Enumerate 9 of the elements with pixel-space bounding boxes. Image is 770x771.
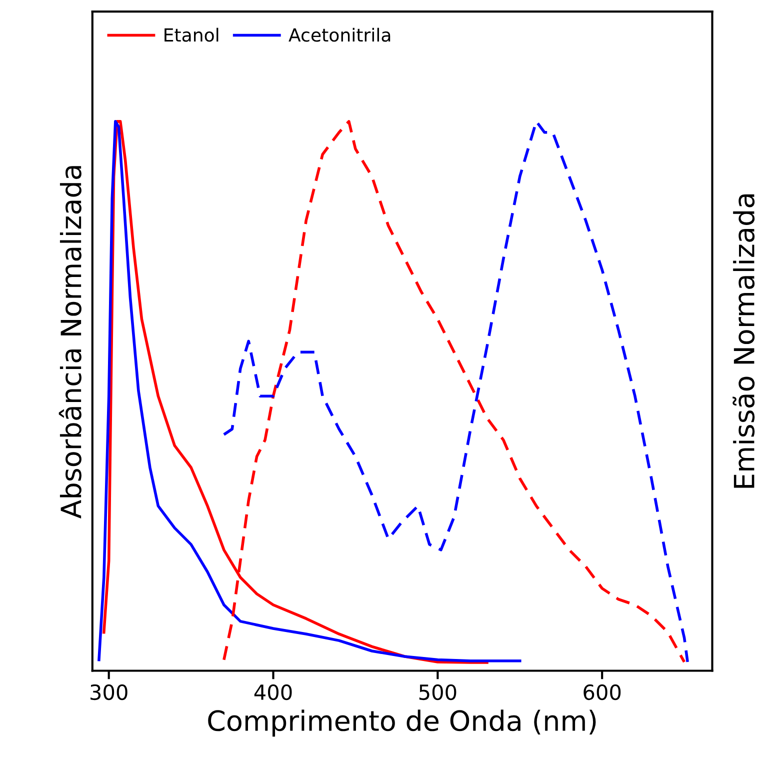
legend-label: Etanol [164,28,218,42]
x-tick-label: 500 [419,684,456,700]
x-tick-label: 300 [90,684,128,700]
x-tick-label: 400 [254,684,292,700]
y-axis-title: Absorbância Normalizada [58,166,82,519]
x-tick-label: 600 [584,684,621,700]
legend-label: Acetonitrila [288,28,390,42]
x-axis-title: Comprimento de Onda (nm) [208,710,596,737]
y2-axis-title: Emissão Normalizada [732,194,755,488]
